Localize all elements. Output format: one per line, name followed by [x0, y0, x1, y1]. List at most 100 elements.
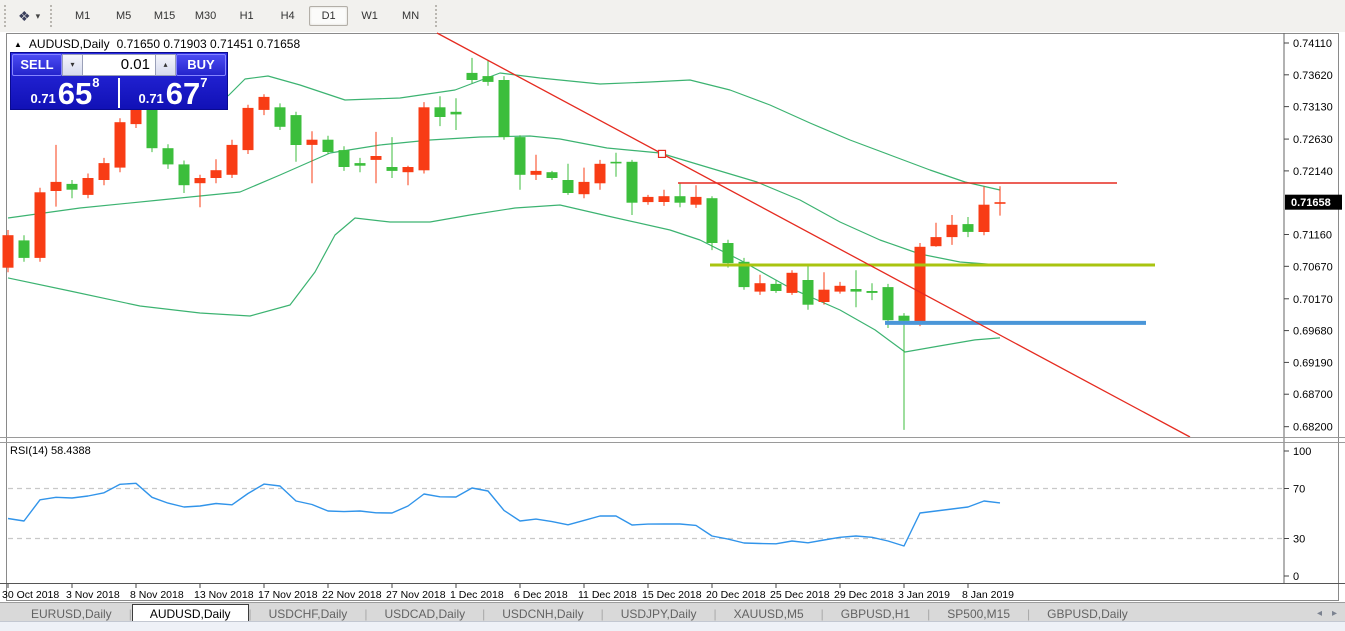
candle-body	[674, 196, 686, 203]
tab-separator: |	[713, 607, 717, 621]
bollinger-lower-band	[7, 204, 1001, 353]
tab-sp500-m15[interactable]: SP500,M15	[947, 607, 1010, 621]
rsi-axis-label: 70	[1293, 484, 1305, 496]
rsi-axis: 100 70 30 0	[1284, 446, 1311, 583]
tab-separator: |	[128, 607, 132, 621]
candle-body	[626, 161, 638, 203]
candle-body	[498, 80, 510, 138]
timeframe-button-m15[interactable]: M15	[153, 10, 176, 22]
candle-body	[530, 170, 542, 175]
volume-decrease-button[interactable]: ▾	[62, 54, 83, 76]
buy-price-display[interactable]: 0.71 67 7	[120, 76, 226, 111]
timeframe-toolbar: ❖ ▾ M1 M5 M15 M30 H1 H4 D1 W1 MN	[0, 0, 1345, 33]
toolbar-grip-handle-2[interactable]	[49, 4, 54, 28]
candle-body	[866, 291, 878, 293]
timeframe-button-m30[interactable]: M30	[194, 10, 217, 22]
candle-body	[594, 163, 606, 184]
timeframe-button-d1[interactable]: D1	[309, 6, 349, 26]
descending-trendline[interactable]	[436, 32, 1191, 438]
price-axis: 0.74110 0.73620 0.73130 0.72630 0.72140 0.711…	[1284, 38, 1333, 434]
timeframe-button-h4[interactable]: H4	[280, 10, 295, 22]
volume-increase-button[interactable]: ▴	[155, 54, 176, 76]
sell-price-big: 65	[57, 76, 93, 111]
time-axis-label: 3 Nov 2018	[66, 589, 120, 601]
tab-gbpusd-daily[interactable]: GBPUSD,Daily	[1047, 607, 1128, 621]
chart-window-frame	[6, 33, 1339, 601]
candle-body	[466, 72, 478, 80]
candle-body	[50, 181, 62, 191]
tab-xauusd-m5[interactable]: XAUUSD,M5	[733, 607, 804, 621]
candle-body	[450, 111, 462, 115]
bollinger-bands	[7, 72, 1001, 353]
timeframe-button-mn[interactable]: MN	[402, 10, 420, 22]
chevron-down-icon[interactable]: ▾	[35, 10, 41, 21]
tab-separator: |	[364, 607, 368, 621]
time-axis-label: 11 Dec 2018	[578, 589, 637, 601]
sell-button[interactable]: SELL	[12, 54, 62, 76]
tab-scroll-left-icon[interactable]: ◂	[1316, 608, 1322, 619]
candle-body	[210, 170, 222, 178]
timeframe-button-m1[interactable]: M1	[74, 10, 91, 22]
chart-objects-icon[interactable]: ❖ ▾	[18, 8, 40, 25]
toolbar-grip-handle[interactable]	[3, 4, 7, 28]
timeframe-button-m5[interactable]: M5	[115, 10, 132, 22]
candle-body	[978, 204, 990, 232]
bollinger-middle-band	[7, 135, 1001, 266]
candle-body	[146, 103, 158, 149]
timeframe-button-w1[interactable]: W1	[361, 10, 378, 22]
rsi-pane	[7, 482, 1283, 547]
price-axis-label: 0.68700	[1293, 389, 1333, 401]
tab-gbpusd-h1[interactable]: GBPUSD,H1	[840, 607, 911, 621]
trendline-marker[interactable]	[657, 149, 667, 158]
candle-body	[306, 139, 318, 145]
time-axis-label: 30 Oct 2018	[2, 589, 59, 601]
candle-body	[370, 156, 382, 160]
time-axis-label: 29 Dec 2018	[834, 589, 894, 601]
volume-input[interactable]: 0.01	[83, 54, 155, 76]
timeframe-bar: M1 M5 M15 M30 H1 H4 D1 W1 MN	[62, 6, 431, 26]
price-axis-label: 0.71160	[1293, 230, 1332, 242]
candle-body	[898, 315, 910, 321]
tab-usdcnh-daily[interactable]: USDCNH,Daily	[502, 607, 584, 621]
candle-body	[930, 237, 942, 247]
candle-body	[786, 272, 798, 293]
candle-body	[2, 235, 14, 268]
price-axis-label: 0.72140	[1293, 166, 1333, 178]
tab-separator: |	[248, 607, 252, 621]
candlestick-series	[2, 57, 1006, 430]
chart-ohlc-values: 0.71650 0.71903 0.71451 0.71658	[116, 37, 301, 51]
candle-body	[850, 289, 862, 292]
candle-body	[514, 137, 526, 175]
timeframe-button-h1[interactable]: H1	[239, 10, 254, 22]
time-axis-label: 15 Dec 2018	[642, 589, 702, 601]
candle-body	[98, 163, 110, 180]
time-axis: 30 Oct 2018 3 Nov 2018 8 Nov 2018 13 Nov 20…	[2, 584, 1014, 601]
candle-body	[738, 261, 750, 288]
candle-body	[562, 180, 574, 193]
candle-body	[130, 100, 142, 125]
candle-body	[994, 202, 1006, 204]
tab-usdcad-daily[interactable]: USDCAD,Daily	[384, 607, 466, 621]
chart-canvas[interactable]: 0.741100.736200.731300.726300.721400.711…	[0, 32, 1345, 602]
candle-body	[18, 240, 30, 258]
tab-usdjpy-daily[interactable]: USDJPY,Daily	[620, 607, 697, 621]
sell-price-display[interactable]: 0.71 65 8	[12, 76, 118, 111]
tab-audusd-daily[interactable]: AUDUSD,Daily	[131, 604, 249, 622]
collapse-panel-icon[interactable]: ▲	[14, 39, 22, 49]
candle-body	[914, 246, 926, 323]
time-axis-label: 17 Nov 2018	[258, 589, 318, 601]
candle-body	[242, 107, 254, 151]
rsi-axis-label: 30	[1293, 534, 1305, 546]
buy-price-big: 67	[165, 76, 201, 111]
buy-button[interactable]: BUY	[176, 54, 226, 76]
candle-body	[642, 196, 654, 203]
tab-usdchf-daily[interactable]: USDCHF,Daily	[268, 607, 348, 621]
tab-scroll-right-icon[interactable]: ▸	[1331, 608, 1337, 619]
candle-body	[578, 181, 590, 195]
candle-body	[338, 150, 350, 167]
tab-separator: |	[927, 607, 931, 621]
price-axis-label: 0.70170	[1293, 294, 1333, 306]
tab-eurusd-daily[interactable]: EURUSD,Daily	[31, 607, 112, 621]
toolbar-grip-handle-3[interactable]	[434, 4, 439, 28]
